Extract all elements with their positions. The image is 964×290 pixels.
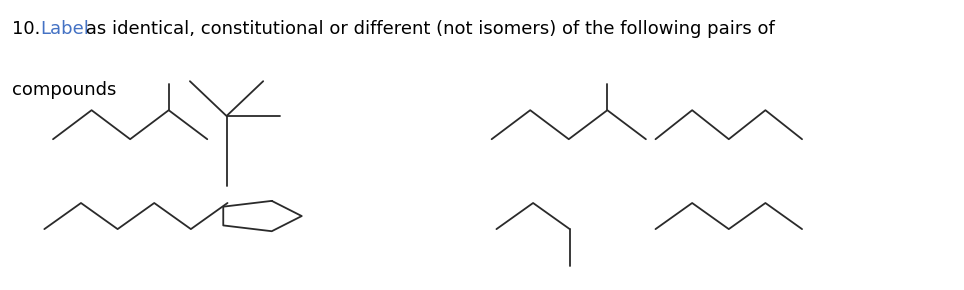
Text: Label: Label [40, 20, 90, 38]
Text: 10.: 10. [12, 20, 45, 38]
Text: as identical, constitutional or different (not isomers) of the following pairs o: as identical, constitutional or differen… [80, 20, 775, 38]
Text: compounds: compounds [12, 81, 116, 99]
